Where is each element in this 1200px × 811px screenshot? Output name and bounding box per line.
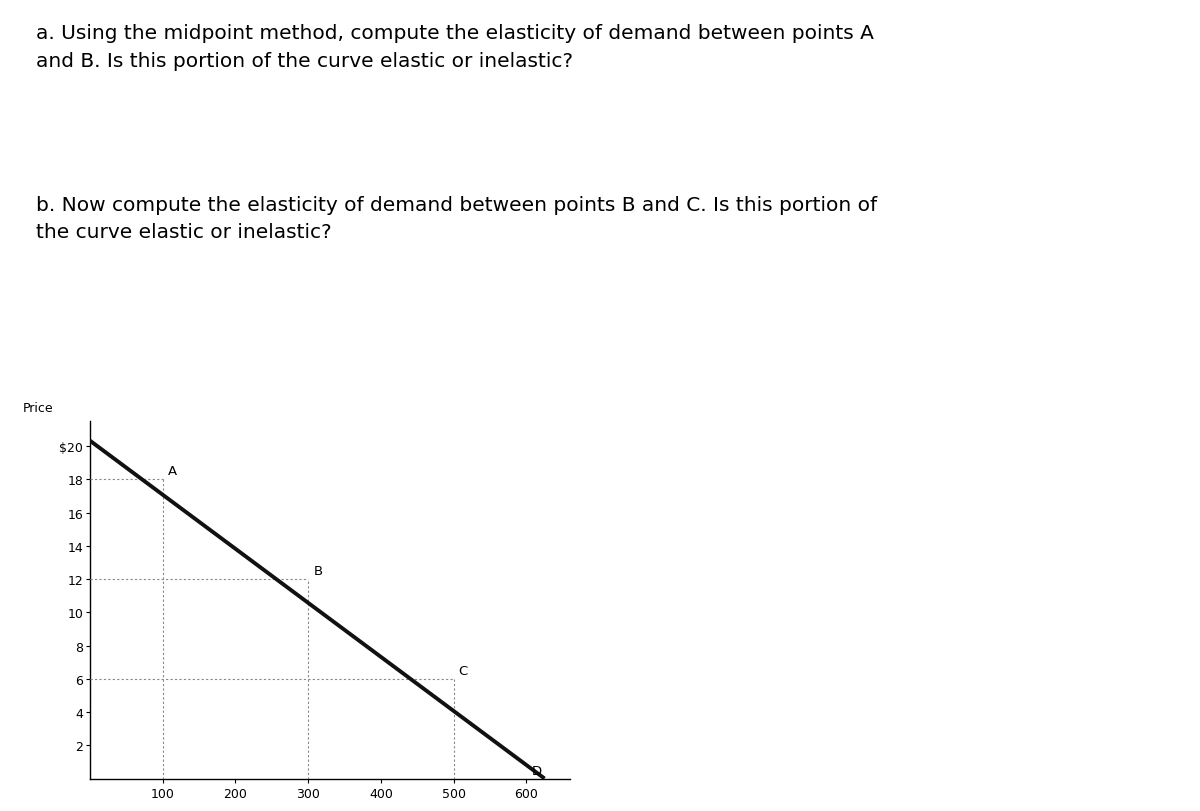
Text: Price: Price — [23, 401, 54, 414]
Text: D: D — [532, 764, 541, 777]
Text: B: B — [313, 564, 323, 577]
Text: C: C — [458, 664, 468, 677]
Text: b. Now compute the elasticity of demand between points B and C. Is this portion : b. Now compute the elasticity of demand … — [36, 195, 877, 242]
Text: A: A — [168, 465, 176, 478]
Text: a. Using the midpoint method, compute the elasticity of demand between points A
: a. Using the midpoint method, compute th… — [36, 24, 874, 71]
